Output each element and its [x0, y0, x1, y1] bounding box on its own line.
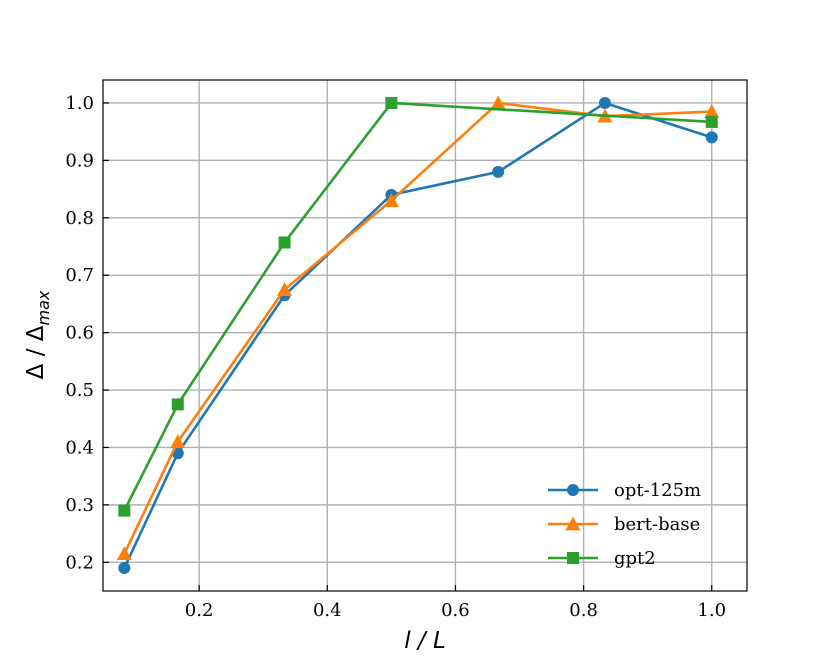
- y-tick-label: 0.6: [65, 323, 94, 344]
- data-point: [383, 193, 399, 207]
- data-point: [492, 165, 505, 178]
- grid: [103, 80, 747, 591]
- y-tick-label: 0.4: [65, 437, 94, 458]
- series-opt-125m: [118, 96, 718, 575]
- legend-label: bert-base: [614, 514, 700, 535]
- series-layer: [116, 95, 720, 575]
- data-point: [170, 434, 186, 449]
- data-point: [278, 236, 291, 249]
- x-tick-label: 0.2: [185, 600, 214, 621]
- ticks: 0.2 0.4 0.6 0.8 1.0 0.2 0.3 0.4 0.5 0.6 0.7 0.8 0.9 1…: [65, 93, 726, 621]
- x-tick-label: 0.8: [569, 600, 598, 621]
- legend-item: gpt2: [548, 548, 656, 569]
- data-point: [598, 96, 611, 109]
- y-tick-label: 0.3: [65, 495, 94, 516]
- y-axis-label: Δ / Δmax: [23, 290, 53, 379]
- series-gpt2: [118, 96, 718, 517]
- data-point: [705, 131, 718, 144]
- legend-label: opt-125m: [614, 480, 701, 501]
- data-point: [116, 546, 132, 561]
- y-tick-label: 0.9: [65, 150, 94, 171]
- data-point: [705, 115, 718, 128]
- y-tick-label: 0.5: [65, 380, 94, 401]
- data-point: [171, 398, 184, 411]
- data-point: [118, 504, 131, 517]
- plot-frame: [102, 79, 748, 592]
- y-tick-label: 1.0: [65, 93, 94, 114]
- series-line: [123, 101, 712, 512]
- data-point: [277, 282, 293, 296]
- data-point: [490, 95, 506, 110]
- x-tick-label: 1.0: [697, 600, 726, 621]
- legend-marker: [567, 484, 579, 496]
- legend: opt-125m bert-base gpt2: [548, 480, 701, 569]
- legend-marker: [565, 516, 581, 531]
- x-tick-label: 0.4: [313, 600, 342, 621]
- x-axis-label: l / L: [404, 628, 446, 654]
- legend-item: bert-base: [548, 514, 700, 535]
- y-tick-label: 0.8: [65, 208, 94, 229]
- data-point: [118, 562, 131, 575]
- data-point: [385, 96, 398, 109]
- x-tick-label: 0.6: [441, 600, 470, 621]
- legend-item: opt-125m: [548, 480, 701, 501]
- legend-marker: [567, 552, 579, 564]
- data-point: [704, 104, 720, 118]
- y-tick-label: 0.2: [65, 552, 94, 573]
- legend-label: gpt2: [614, 548, 656, 569]
- y-tick-label: 0.7: [65, 265, 94, 286]
